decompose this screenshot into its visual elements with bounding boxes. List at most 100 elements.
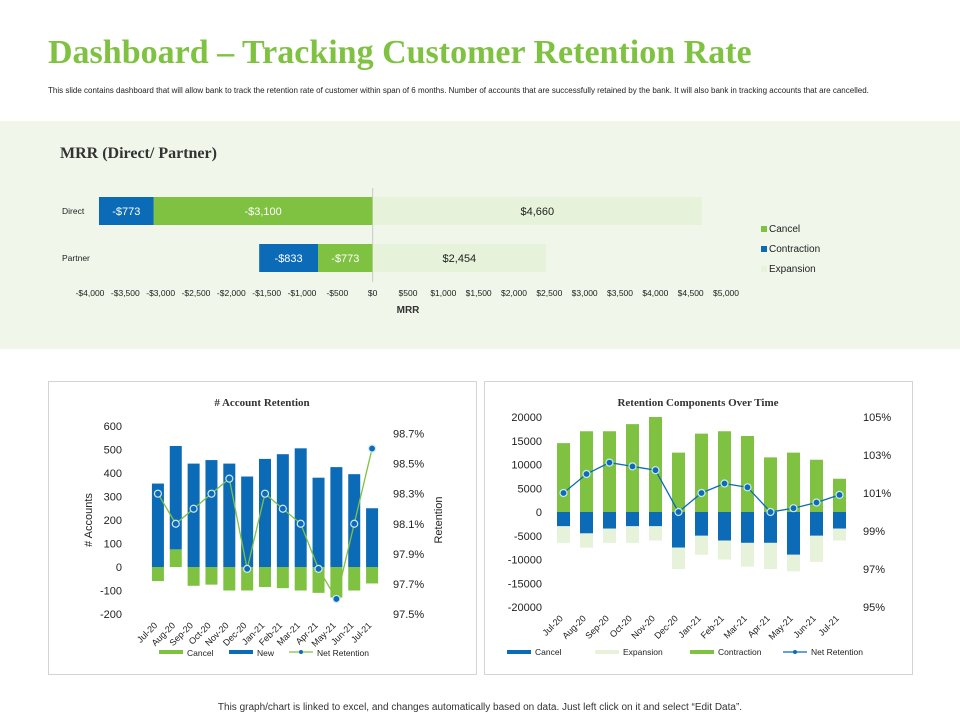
y2-tick-label: 98.3%: [393, 489, 424, 501]
mrr-chart: -$4,000 -$3,500 -$3,000 -$2,500 -$2,000 -$1,5…: [62, 188, 820, 316]
new-bar: [294, 448, 307, 567]
contraction-bar: [718, 431, 731, 512]
x-tick-label: Nov-20: [629, 613, 657, 641]
y2-tick-label: 99%: [863, 526, 885, 538]
net-retention-point: [171, 519, 180, 528]
expansion-bar: [764, 542, 777, 569]
new-bar: [366, 508, 379, 567]
expansion-bar: [603, 528, 616, 543]
y-tick-label: 200: [104, 515, 122, 527]
cancel-bar: [330, 567, 343, 598]
x-tick-label: $1,500: [466, 288, 492, 298]
net-retention-point: [674, 507, 683, 517]
new-bar: [312, 477, 325, 567]
y-tick-label: -15000: [508, 578, 542, 590]
legend-swatch: [690, 650, 714, 654]
y2-tick-label: 98.5%: [393, 459, 424, 471]
x-tick-label: $2,000: [501, 288, 527, 298]
mrr-bar-data-label: -$833: [275, 253, 303, 265]
y-tick-label: 10000: [511, 460, 542, 472]
legend-swatch: [299, 650, 303, 654]
y2-tick-label: 101%: [863, 488, 891, 500]
retention-components-panel: Retention Components Over Time 20000 15000…: [484, 381, 913, 675]
x-tick-label: Feb-21: [699, 613, 726, 640]
legend-swatch: [159, 650, 183, 654]
expansion-bar: [557, 526, 570, 543]
legend-swatch: [507, 650, 531, 654]
y-tick-label: 100: [104, 539, 122, 551]
new-bar: [151, 483, 164, 567]
expansion-bar: [833, 528, 846, 541]
x-tick-label: $1,000: [430, 288, 456, 298]
x-tick-label: Mar-21: [722, 613, 749, 640]
x-tick-label: May-21: [767, 613, 795, 641]
chart-title: Retention Components Over Time: [617, 397, 778, 409]
net-retention-point: [225, 474, 234, 483]
mrr-bar-data-label: -$773: [331, 253, 359, 265]
legend-label: Net Retention: [317, 648, 369, 658]
legend-label: Net Retention: [811, 647, 863, 657]
cancel-bar: [557, 512, 570, 527]
page-subtitle: This slide contains dashboard that will …: [48, 86, 869, 95]
legend-label: Expansion: [769, 264, 816, 275]
y2-tick-label: 97.5%: [393, 609, 424, 621]
expansion-bar: [626, 526, 639, 543]
y-tick-label: -5000: [514, 531, 542, 543]
mrr-bar: [372, 197, 702, 225]
contraction-bar: [603, 431, 616, 512]
net-retention-point: [189, 504, 198, 513]
y2-tick-label: 97.9%: [393, 549, 424, 561]
cancel-bar: [718, 512, 731, 541]
y-tick-label: 20000: [511, 412, 542, 424]
net-retention-point: [605, 458, 614, 467]
legend-swatch: [793, 650, 797, 654]
x-tick-label: $5,000: [713, 288, 739, 298]
x-tick-label: -$2,000: [217, 288, 246, 298]
y2-tick-label: 95%: [863, 602, 885, 614]
x-tick-label: $3,500: [607, 288, 633, 298]
expansion-bar: [649, 526, 662, 541]
mrr-bar-data-label: $4,660: [520, 206, 554, 218]
y-tick-label: 0: [536, 507, 542, 519]
cancel-bar: [276, 567, 289, 589]
cancel-bar: [187, 567, 200, 586]
cancel-bar: [151, 567, 164, 582]
legend-swatch: [229, 650, 253, 654]
cancel-bar: [205, 567, 218, 585]
contraction-bar: [810, 459, 823, 512]
cancel-bar: [695, 512, 708, 536]
y-tick-label: 15000: [511, 436, 542, 448]
net-retention-point: [207, 489, 216, 498]
cancel-bar: [366, 567, 379, 584]
net-retention-point: [697, 488, 706, 498]
cancel-bar: [787, 512, 800, 555]
x-tick-label: -$3,500: [111, 288, 140, 298]
legend-label: Contraction: [769, 244, 820, 255]
net-retention-point: [153, 489, 163, 498]
page-title: Dashboard – Tracking Customer Retention …: [48, 34, 752, 71]
footer-note: This graph/chart is linked to excel, and…: [217, 702, 743, 713]
y-tick-label: 0: [116, 562, 122, 574]
y-tick-label: 300: [104, 492, 122, 504]
legend-swatch: [761, 246, 767, 252]
mrr-chart-title: MRR (Direct/ Partner): [60, 145, 217, 162]
category-label: Direct: [62, 206, 85, 216]
x-tick-label: -$2,500: [182, 288, 211, 298]
expansion-bar: [810, 535, 823, 562]
cancel-bar: [649, 512, 662, 527]
contraction-bar: [649, 417, 662, 512]
cancel-bar: [741, 512, 754, 543]
cancel-bar: [672, 512, 685, 548]
mrr-bar-data-label: -$3,100: [244, 206, 281, 218]
y2-axis-label: Retention: [433, 496, 445, 543]
y2-tick-label: 103%: [863, 450, 891, 462]
net-retention-point: [350, 519, 359, 528]
y2-tick-label: 98.7%: [393, 429, 424, 441]
net-retention-point: [651, 466, 660, 475]
cancel-bar: [603, 512, 616, 529]
x-tick-label: Jul-21: [349, 620, 373, 644]
mrr-chart-band: -$4,000 -$3,500 -$3,000 -$2,500 -$2,000 -$1,5…: [0, 121, 960, 349]
net-retention-point: [278, 504, 287, 513]
net-retention-point: [835, 490, 844, 500]
net-retention-point: [367, 444, 377, 453]
